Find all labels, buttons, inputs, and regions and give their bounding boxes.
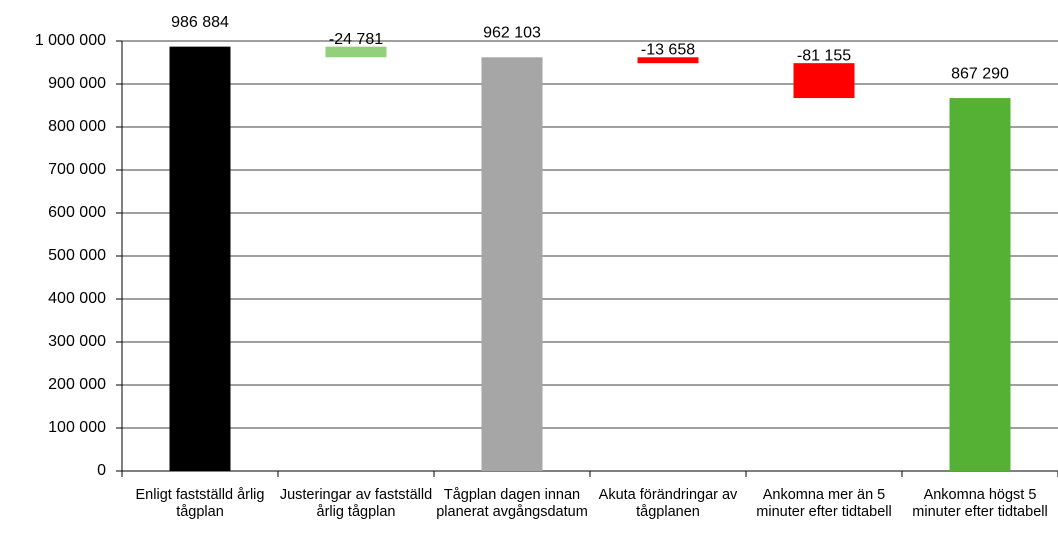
bar — [637, 57, 699, 64]
x-tick-label: Akuta förändringar av tågplanen — [598, 487, 738, 520]
y-tick-label: 300 000 — [48, 333, 106, 350]
y-tick-label: 900 000 — [48, 75, 106, 92]
y-tick-label: 800 000 — [48, 118, 106, 135]
y-tick-label: 0 — [97, 462, 106, 479]
y-tick-label: 500 000 — [48, 247, 106, 264]
y-tick-label: 400 000 — [48, 290, 106, 307]
x-tick-label: Ankomna högst 5 minuter efter tidtabell — [912, 487, 1048, 520]
data-label: -24 781 — [329, 31, 383, 48]
bar — [325, 46, 387, 58]
data-label: 962 103 — [483, 25, 541, 42]
y-tick-label: 200 000 — [48, 376, 106, 393]
y-tick-label: 100 000 — [48, 419, 106, 436]
data-label: 986 884 — [171, 14, 229, 31]
bar — [169, 46, 231, 471]
bar — [949, 98, 1011, 471]
y-tick-label: 700 000 — [48, 161, 106, 178]
x-tick-label: Enligt fastställd årlig tågplan — [135, 487, 265, 520]
x-tick-label: Justeringar av fastställd årlig tågplan — [279, 487, 433, 520]
y-tick-label: 600 000 — [48, 204, 106, 221]
data-label: 867 290 — [951, 65, 1009, 82]
bar — [481, 57, 543, 471]
data-label: -81 155 — [797, 47, 851, 64]
x-tick-label: Ankomna mer än 5 minuter efter tidtabell — [756, 487, 892, 520]
bar — [793, 63, 855, 99]
x-tick-label: Tågplan dagen innan planerat avgångsdatu… — [436, 487, 588, 520]
data-label: -13 658 — [641, 42, 695, 59]
y-tick-label: 1 000 000 — [35, 32, 106, 49]
